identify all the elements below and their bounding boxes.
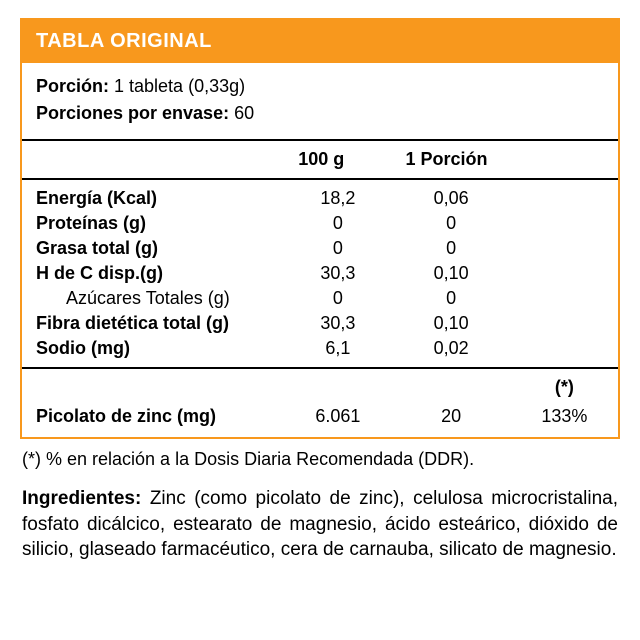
ingredients: Ingredientes: Zinc (como picolato de zin… [20, 470, 620, 563]
zinc-name: Picolato de zinc (mg) [22, 400, 284, 437]
nutrient-name: Sodio (mg) [22, 336, 284, 368]
table-row: Grasa total (g)00 [22, 236, 618, 261]
nutrition-panel: TABLA ORIGINAL Porción: 1 tableta (0,33g… [20, 18, 620, 439]
table-row: Fibra dietética total (g)30,30,10 [22, 311, 618, 336]
table-row: Sodio (mg)6,10,02 [22, 336, 618, 368]
zinc-row: Picolato de zinc (mg) 6.061 20 133% [22, 400, 618, 437]
header-100g: 100 g [284, 141, 391, 179]
portion-value: 1 tableta (0,33g) [109, 76, 245, 96]
value-portion: 0,06 [392, 179, 511, 211]
ingredients-lead: Ingredientes: [22, 488, 141, 509]
table-header-row: 100 g 1 Porción [22, 141, 618, 179]
table-row: H de C disp.(g)30,30,10 [22, 261, 618, 286]
value-portion: 0 [392, 236, 511, 261]
nutrient-name: Azúcares Totales (g) [22, 286, 284, 311]
value-portion: 0,10 [392, 261, 511, 286]
value-portion: 0,02 [392, 336, 511, 368]
serving-info: Porción: 1 tableta (0,33g) Porciones por… [22, 63, 618, 141]
zinc-100g: 6.061 [284, 400, 391, 437]
ddr-header-row: (*) [22, 368, 618, 400]
value-100g: 6,1 [284, 336, 391, 368]
value-100g: 30,3 [284, 261, 391, 286]
nutrient-name: Fibra dietética total (g) [22, 311, 284, 336]
zinc-portion: 20 [392, 400, 511, 437]
nutrient-name: Proteínas (g) [22, 211, 284, 236]
zinc-ddr: 133% [511, 400, 618, 437]
value-portion: 0 [392, 286, 511, 311]
table-row: Energía (Kcal)18,20,06 [22, 179, 618, 211]
per-pack-label: Porciones por envase: [36, 103, 229, 123]
table-row: Azúcares Totales (g)00 [22, 286, 618, 311]
portion-label: Porción: [36, 76, 109, 96]
value-100g: 30,3 [284, 311, 391, 336]
value-100g: 0 [284, 286, 391, 311]
per-pack-value: 60 [229, 103, 254, 123]
ddr-footnote: (*) % en relación a la Dosis Diaria Reco… [20, 439, 620, 470]
value-portion: 0 [392, 211, 511, 236]
nutrient-name: H de C disp.(g) [22, 261, 284, 286]
value-100g: 18,2 [284, 179, 391, 211]
header-ddr: (*) [511, 368, 618, 400]
nutrition-table: 100 g 1 Porción Energía (Kcal)18,20,06Pr… [22, 141, 618, 437]
value-100g: 0 [284, 236, 391, 261]
nutrient-name: Grasa total (g) [22, 236, 284, 261]
value-100g: 0 [284, 211, 391, 236]
nutrient-name: Energía (Kcal) [22, 179, 284, 211]
value-portion: 0,10 [392, 311, 511, 336]
panel-title: TABLA ORIGINAL [22, 20, 618, 63]
table-row: Proteínas (g)00 [22, 211, 618, 236]
header-portion: 1 Porción [392, 141, 511, 179]
